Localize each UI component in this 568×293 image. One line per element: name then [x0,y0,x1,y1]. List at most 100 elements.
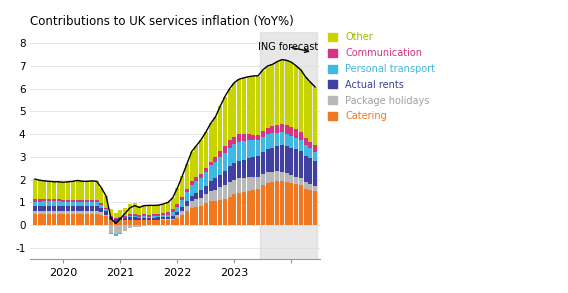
Text: Contributions to UK services inflation (YoY%): Contributions to UK services inflation (… [30,15,294,28]
Bar [66,214,70,225]
Bar [199,190,203,198]
Bar [114,213,118,218]
Bar [133,220,137,225]
Bar [109,217,113,220]
Bar [43,199,47,201]
Bar [299,140,303,151]
Bar [47,201,51,206]
Bar [109,216,113,217]
Bar [133,214,137,216]
Bar [266,128,270,134]
Bar [261,174,265,185]
Bar [128,205,132,214]
Bar [37,206,41,211]
Bar [95,206,99,211]
Bar [57,182,61,199]
Bar [261,131,265,137]
Bar [90,211,94,214]
Bar [90,214,94,225]
Bar [123,225,127,231]
Bar [299,132,303,140]
Bar [33,200,37,202]
Bar [142,214,146,216]
Bar [237,193,241,225]
Bar [99,212,103,215]
Bar [137,225,141,227]
Bar [123,208,127,216]
Bar [137,217,141,218]
Bar [52,201,56,206]
Bar [81,200,85,202]
Bar [194,193,198,199]
Bar [137,206,141,215]
Bar [128,225,132,228]
Bar [190,208,194,225]
Bar [289,136,293,148]
Bar [61,182,65,200]
Bar [237,79,241,134]
Bar [33,202,37,206]
Bar [280,124,284,132]
Bar [52,199,56,201]
Bar [57,199,61,201]
Bar [299,185,303,225]
Bar [294,177,298,184]
Bar [208,165,212,181]
Bar [251,134,256,140]
Bar [156,216,160,217]
Bar [170,209,175,212]
Bar [57,214,61,225]
Bar [228,140,232,148]
Bar [176,215,179,218]
Bar [152,214,156,216]
Bar [289,183,293,225]
Bar [214,201,218,225]
Bar [90,200,94,202]
Bar [133,217,137,220]
Bar [85,202,89,206]
Bar [142,216,146,218]
Bar [52,214,56,225]
Bar [308,142,312,149]
Bar [176,204,179,207]
Bar [214,190,218,201]
Bar [114,225,118,234]
Bar [95,211,99,214]
Bar [247,77,250,134]
Bar [90,202,94,206]
Bar [156,214,160,216]
Bar [61,202,65,206]
Bar [37,200,41,202]
Bar [266,67,270,128]
Bar [99,215,103,225]
Bar [66,182,70,200]
Bar [76,180,80,200]
Bar [208,191,212,201]
Bar [66,211,70,214]
Bar [66,202,70,206]
Bar [223,97,227,146]
Bar [308,158,312,184]
Bar [76,206,80,211]
Bar [43,214,47,225]
Bar [71,211,75,214]
Bar [185,193,189,201]
Bar [251,140,256,157]
Bar [194,181,198,193]
Bar [242,78,246,134]
Bar [90,181,94,200]
Bar [232,180,236,194]
Bar [280,132,284,145]
Bar [242,178,246,192]
Bar [57,201,61,206]
Bar [285,182,289,225]
Bar [43,206,47,211]
Bar [190,185,194,196]
Bar [76,202,80,206]
Bar [251,190,256,225]
Bar [33,211,37,214]
Bar [104,209,108,211]
Bar [61,206,65,211]
Bar [176,207,179,212]
Bar [242,160,246,178]
